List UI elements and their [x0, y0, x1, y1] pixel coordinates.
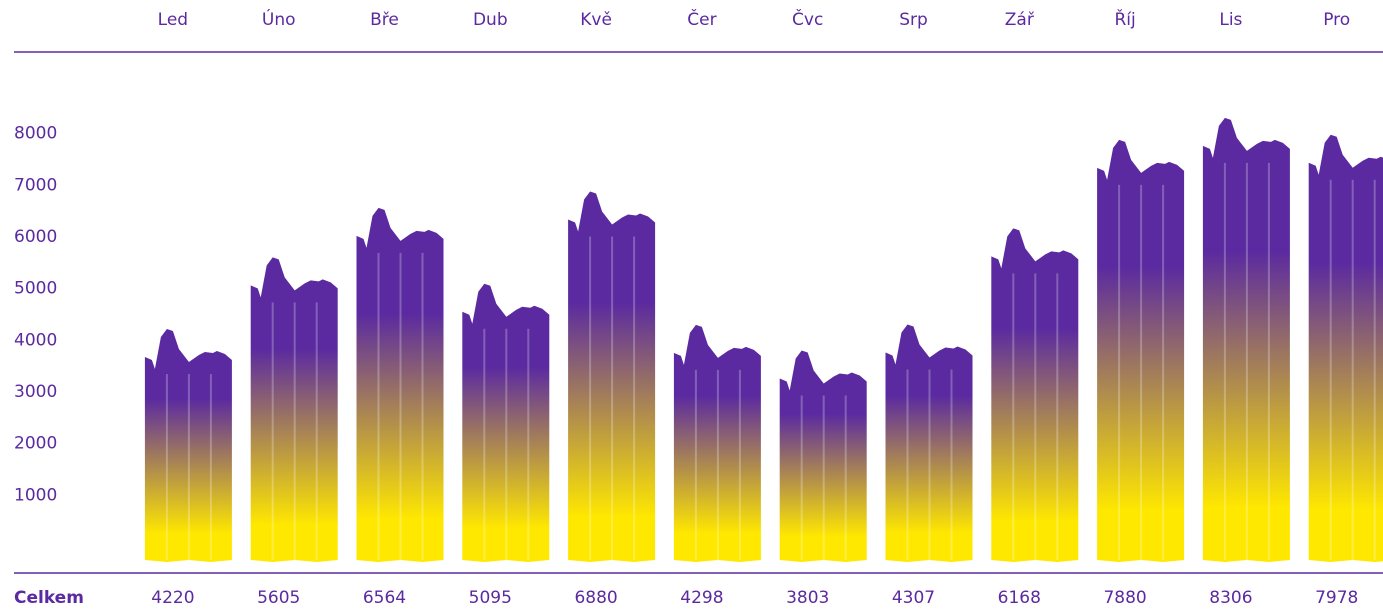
x-tick-label: Čer — [687, 8, 716, 30]
total-value: 6168 — [998, 588, 1041, 608]
total-value: 4307 — [892, 588, 935, 608]
y-tick-label: 2000 — [14, 434, 57, 454]
x-tick-label: Zář — [1005, 10, 1035, 30]
y-tick-label: 5000 — [14, 279, 57, 299]
y-tick-label: 6000 — [14, 227, 57, 247]
x-tick-label: Pro — [1323, 10, 1350, 30]
total-label: Celkem — [14, 588, 84, 608]
x-tick-label: Bře — [370, 10, 399, 30]
total-value: 4298 — [680, 588, 723, 608]
total-value: 3803 — [786, 588, 829, 608]
x-tick-label: Kvě — [580, 10, 612, 30]
x-tick-label: Lis — [1219, 10, 1242, 30]
x-tick-label: Srp — [899, 10, 928, 30]
x-tick-label: Dub — [473, 10, 508, 30]
y-tick-label: 4000 — [14, 330, 57, 350]
chart: Celkem 1000 2000 3000 4000 5000 6000 7000 8000 L… — [0, 0, 1383, 616]
total-value: 7880 — [1103, 588, 1146, 608]
x-tick-label: Čvc — [792, 8, 823, 30]
x-tick-label: Led — [158, 10, 188, 30]
y-tick-label: 7000 — [14, 175, 57, 195]
total-value: 7978 — [1315, 588, 1358, 608]
total-value: 6880 — [574, 588, 617, 608]
bar — [1309, 135, 1383, 562]
y-tick-label: 3000 — [14, 382, 57, 402]
x-tick-label: Úno — [262, 8, 296, 30]
total-value: 8306 — [1209, 588, 1252, 608]
x-tick-label: Říj — [1114, 8, 1135, 30]
y-tick-label: 8000 — [14, 124, 57, 144]
total-value: 5605 — [257, 588, 300, 608]
y-tick-label: 1000 — [14, 485, 57, 505]
total-value: 4220 — [151, 588, 194, 608]
total-value: 6564 — [363, 588, 406, 608]
total-value: 5095 — [469, 588, 512, 608]
